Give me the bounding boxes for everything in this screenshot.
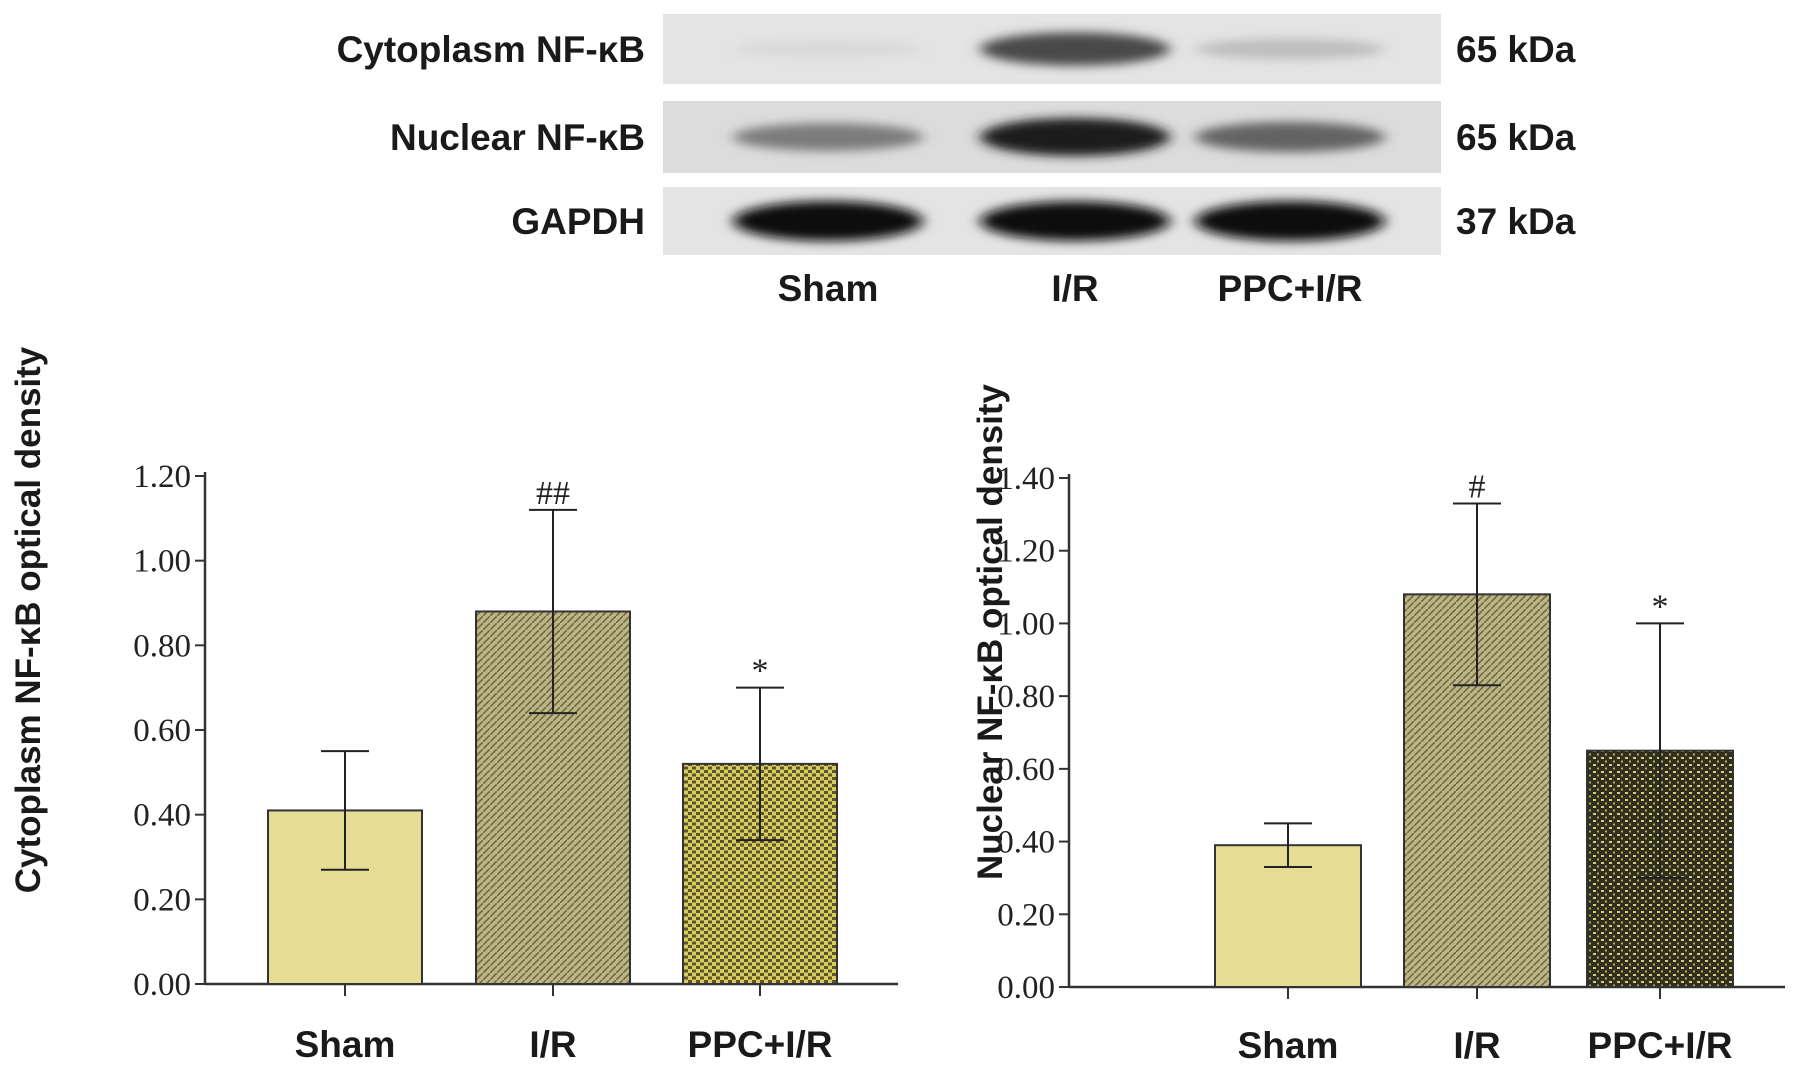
blot-size-label: 37 kDa	[1456, 201, 1576, 242]
y-tick-label: 1.20	[997, 534, 1055, 570]
y-tick-label: 1.00	[997, 606, 1055, 642]
y-tick-label: 0.00	[997, 970, 1055, 1006]
blot-lane-label: I/R	[1051, 268, 1098, 309]
blot-row-label: GAPDH	[511, 201, 645, 242]
x-tick-label: I/R	[1453, 1025, 1500, 1066]
x-tick-label: Sham	[1238, 1025, 1339, 1066]
significance-marker: ##	[536, 475, 570, 512]
significance-marker: *	[1652, 588, 1669, 625]
y-tick-label: 0.60	[997, 752, 1055, 788]
y-tick-label: 0.00	[133, 967, 191, 1003]
blot-band	[733, 40, 923, 58]
y-tick-label: 0.20	[997, 897, 1055, 933]
nuclear-bar-chart: Nuclear NF-κB optical density 0.00 0.20 0.…	[971, 383, 1785, 1066]
y-tick-label: 1.40	[997, 461, 1055, 497]
y-axis-label: Nuclear NF-κB optical density	[971, 383, 1010, 880]
y-tick-label: 0.20	[133, 882, 191, 918]
y-tick-label: 1.20	[133, 459, 191, 495]
x-tick-label: PPC+I/R	[1588, 1025, 1733, 1066]
blot-band	[980, 32, 1170, 66]
x-tick-label: PPC+I/R	[688, 1024, 833, 1065]
blot-band	[980, 201, 1170, 241]
blot-band	[1195, 38, 1385, 60]
significance-marker: #	[1469, 468, 1486, 505]
y-tick-label: 0.60	[133, 713, 191, 749]
cytoplasm-bar-chart: Cytoplasm NF-κB optical density 0.00 0.20…	[9, 346, 898, 1065]
blot-band	[1195, 201, 1385, 241]
y-tick-label: 0.40	[133, 798, 191, 834]
y-tick-label: 0.80	[133, 628, 191, 664]
blot-lane-label: PPC+I/R	[1218, 268, 1363, 309]
blot-band	[733, 201, 923, 241]
blot-band	[733, 123, 923, 151]
blot-band	[980, 117, 1170, 157]
y-tick-label: 0.80	[997, 679, 1055, 715]
y-tick-label: 0.40	[997, 825, 1055, 861]
y-tick-label: 1.00	[133, 544, 191, 580]
blot-size-label: 65 kDa	[1456, 29, 1576, 70]
blot-row-label: Nuclear NF-κB	[390, 117, 645, 158]
blot-size-label: 65 kDa	[1456, 117, 1576, 158]
y-axis-label: Cytoplasm NF-κB optical density	[9, 346, 48, 893]
blot-lane-label: Sham	[778, 268, 879, 309]
western-blot: Cytoplasm NF-κB 65 kDa Nuclear NF-κB 65 kDa…	[337, 14, 1576, 309]
blot-band	[1195, 121, 1385, 153]
blot-row-label: Cytoplasm NF-κB	[337, 29, 645, 70]
x-tick-label: I/R	[529, 1024, 576, 1065]
x-tick-label: Sham	[295, 1024, 396, 1065]
significance-marker: *	[752, 653, 769, 690]
